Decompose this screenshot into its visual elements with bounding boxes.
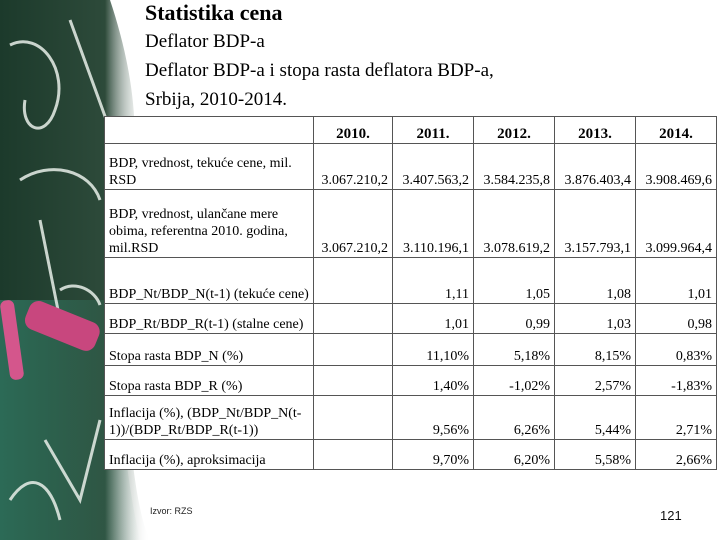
value-cell: 5,18% [473,333,555,366]
value-cell: 11,10% [392,333,474,366]
row-label: Inflacija (%), (BDP_Nt/BDP_N(t-1))/(BDP_… [104,395,314,440]
header-corner [104,116,314,144]
row-label: BDP_Nt/BDP_N(t-1) (tekuće cene) [104,257,314,304]
value-cell: 2,71% [635,395,717,440]
value-cell: 0,98 [635,303,717,334]
value-cell: 3.110.196,1 [392,189,474,258]
value-cell: 2,66% [635,439,717,470]
value-cell: 1,40% [392,365,474,396]
value-cell: 3.099.964,4 [635,189,717,258]
year-header: 2014. [635,116,717,144]
value-cell: 3.908.469,6 [635,143,717,190]
table-row: BDP, vrednost, tekuće cene, mil. RSD 3.06… [104,143,717,190]
value-cell: 0,83% [635,333,717,366]
source-note: Izvor: RZS [150,506,193,516]
year-header: 2013. [554,116,636,144]
slide-subtitle-1: Deflator BDP-a [145,31,265,52]
value-cell: 1,01 [635,257,717,304]
slide-title: Statistika cena [145,0,283,25]
value-cell: 1,01 [392,303,474,334]
table-row: BDP, vrednost, ulančane mere obima, refe… [104,189,717,258]
value-cell: 3.078.619,2 [473,189,555,258]
value-cell [313,395,393,440]
row-label: Stopa rasta BDP_N (%) [104,333,314,366]
value-cell: 9,56% [392,395,474,440]
year-header: 2012. [473,116,555,144]
table-row: Inflacija (%), aproksimacija 9,70% 6,20% 5,… [104,439,717,470]
value-cell: 1,11 [392,257,474,304]
deflator-table: 2010. 2011. 2012. 2013. 2014. BDP, vredn… [104,116,717,470]
chalk-pink-icon [0,300,100,380]
value-cell: 3.067.210,2 [313,189,393,258]
year-header: 2011. [392,116,474,144]
value-cell: 1,03 [554,303,636,334]
table-row: Stopa rasta BDP_N (%) 11,10% 5,18% 8,15% 0,8… [104,333,717,366]
value-cell [313,439,393,470]
value-cell: -1,02% [473,365,555,396]
value-cell [313,257,393,304]
value-cell: 5,58% [554,439,636,470]
slide-subtitle-2: Deflator BDP-a i stopa rasta deflatora B… [145,60,494,81]
value-cell: 2,57% [554,365,636,396]
value-cell [313,365,393,396]
row-label: BDP_Rt/BDP_R(t-1) (stalne cene) [104,303,314,334]
value-cell: 1,05 [473,257,555,304]
row-label: BDP, vrednost, ulančane mere obima, refe… [104,189,314,258]
value-cell: 6,20% [473,439,555,470]
value-cell: 3.407.563,2 [392,143,474,190]
slide-subtitle-3: Srbija, 2010-2014. [145,89,287,110]
page-number: 121 [660,508,682,523]
value-cell: 5,44% [554,395,636,440]
value-cell: 3.584.235,8 [473,143,555,190]
value-cell [313,333,393,366]
value-cell: 3.067.210,2 [313,143,393,190]
row-label: Inflacija (%), aproksimacija [104,439,314,470]
row-label: Stopa rasta BDP_R (%) [104,365,314,396]
value-cell: 9,70% [392,439,474,470]
value-cell: 3.157.793,1 [554,189,636,258]
table-row: Inflacija (%), (BDP_Nt/BDP_N(t-1))/(BDP_… [104,395,717,440]
table-row: BDP_Nt/BDP_N(t-1) (tekuće cene) 1,11 1,05 1… [104,257,717,304]
value-cell [313,303,393,334]
value-cell: -1,83% [635,365,717,396]
row-label: BDP, vrednost, tekuće cene, mil. RSD [104,143,314,190]
table-header-row: 2010. 2011. 2012. 2013. 2014. [104,116,717,144]
value-cell: 8,15% [554,333,636,366]
value-cell: 6,26% [473,395,555,440]
value-cell: 0,99 [473,303,555,334]
table-row: BDP_Rt/BDP_R(t-1) (stalne cene) 1,01 0,99 1… [104,303,717,334]
table-row: Stopa rasta BDP_R (%) 1,40% -1,02% 2,57% -1,… [104,365,717,396]
value-cell: 1,08 [554,257,636,304]
value-cell: 3.876.403,4 [554,143,636,190]
year-header: 2010. [313,116,393,144]
